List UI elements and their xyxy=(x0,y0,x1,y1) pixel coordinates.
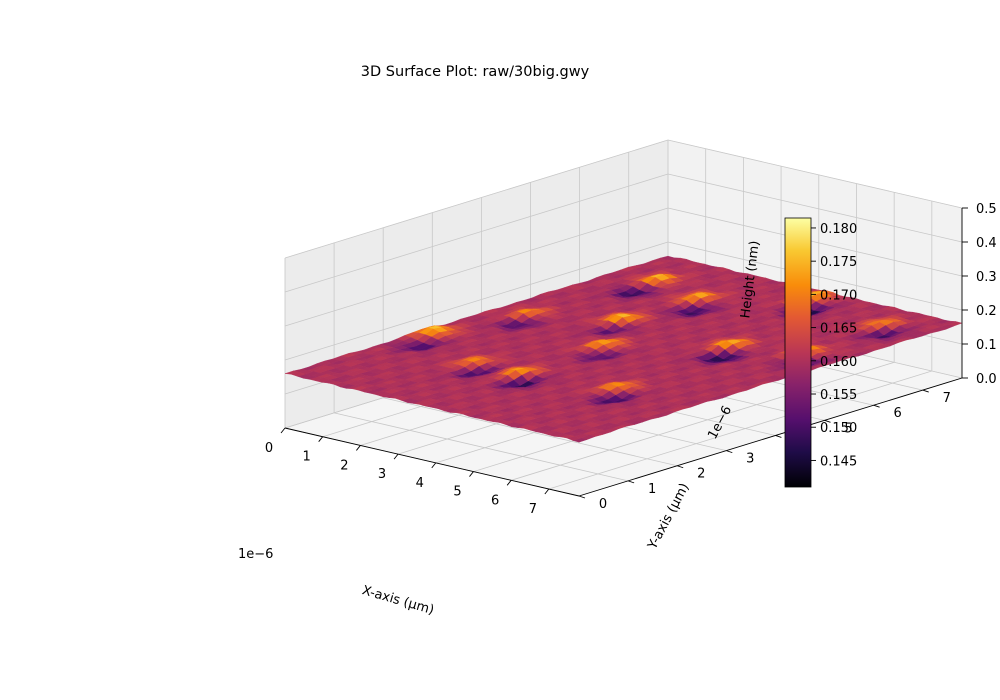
x-tick-mark xyxy=(280,427,286,434)
colorbar: 0.145 0.150 0.155 0.160 0.165 0.170 0.175 0.180 xyxy=(784,217,857,488)
grid-line xyxy=(667,173,963,243)
colorbar-gradient xyxy=(784,217,812,488)
y-tick-mark xyxy=(677,465,684,469)
colorbar-tick-label: 0.160 xyxy=(820,355,857,370)
x-tick-label: 6 xyxy=(491,493,499,508)
grid-line xyxy=(284,241,669,361)
x-tick-label: 7 xyxy=(529,502,537,517)
grid-line xyxy=(667,207,963,277)
surface-mesh xyxy=(284,255,963,443)
x-tick-label: 2 xyxy=(340,458,348,473)
y-tick-label: 3 xyxy=(746,452,754,467)
chart-title: 3D Surface Plot: raw/30big.gwy xyxy=(361,64,590,80)
y-tick-mark xyxy=(873,404,880,408)
y-axis-line xyxy=(578,377,963,497)
grid-line xyxy=(511,361,895,481)
x-tick-mark xyxy=(431,462,437,469)
y-tick-label: 0 xyxy=(599,497,607,512)
x-axis-label: X-axis (μm) xyxy=(360,583,435,618)
axis-lines xyxy=(284,208,963,497)
x-tick-mark xyxy=(544,488,550,495)
x-offset-text: 1e−6 xyxy=(238,547,273,562)
grid-line xyxy=(667,139,963,209)
y-tick-label: 7 xyxy=(943,391,951,406)
colorbar-tick-label: 0.150 xyxy=(820,421,857,436)
z-tick-label: 0.4 xyxy=(976,236,997,251)
tick-labels: 01234567012345670.00.10.20.30.40.5 xyxy=(265,202,997,517)
grid-line xyxy=(383,397,678,467)
grid-line xyxy=(667,241,963,311)
colorbar-tick-label: 0.175 xyxy=(820,255,857,270)
x-tick-mark xyxy=(469,471,474,477)
x-tick-label: 0 xyxy=(265,441,273,456)
colorbar-tick-label: 0.165 xyxy=(820,322,857,337)
x-tick-label: 3 xyxy=(378,467,386,482)
y-tick-label: 6 xyxy=(893,406,901,421)
y-tick-mark xyxy=(922,389,929,393)
z-tick-label: 0.0 xyxy=(976,372,997,387)
y-tick-mark xyxy=(824,419,831,423)
x-tick-mark xyxy=(393,453,399,460)
grid-line xyxy=(284,139,669,259)
colorbar-tick-label: 0.170 xyxy=(820,288,857,303)
x-tick-mark xyxy=(318,436,324,442)
colorbar-tick-label: 0.180 xyxy=(820,222,857,237)
y-tick-label: 2 xyxy=(697,467,705,482)
y-tick-label: 5 xyxy=(844,421,852,436)
x-tick-label: 5 xyxy=(453,485,461,500)
x-tick-label: 1 xyxy=(303,450,311,465)
z-tick-label: 0.5 xyxy=(976,202,997,217)
colorbar-tick-label: 0.145 xyxy=(820,454,857,469)
x-tick-mark xyxy=(356,445,361,451)
surface-facet xyxy=(284,370,300,375)
grid-line xyxy=(284,173,669,293)
z-tick-label: 0.2 xyxy=(976,304,997,319)
y-tick-mark xyxy=(627,480,635,484)
y-tick-mark xyxy=(726,450,733,454)
x-tick-label: 4 xyxy=(416,476,424,491)
grid-line xyxy=(284,207,669,327)
y-tick-label: 1 xyxy=(648,482,656,497)
x-axis-line xyxy=(284,427,580,497)
grid-line xyxy=(334,412,629,482)
x-tick-mark xyxy=(506,480,512,486)
y-tick-mark xyxy=(578,495,586,499)
y-tick-mark xyxy=(775,435,782,438)
z-tick-label: 0.3 xyxy=(976,270,997,285)
z-tick-label: 0.1 xyxy=(976,338,997,353)
grid-line xyxy=(548,370,932,490)
colorbar-tick-label: 0.155 xyxy=(820,388,857,403)
